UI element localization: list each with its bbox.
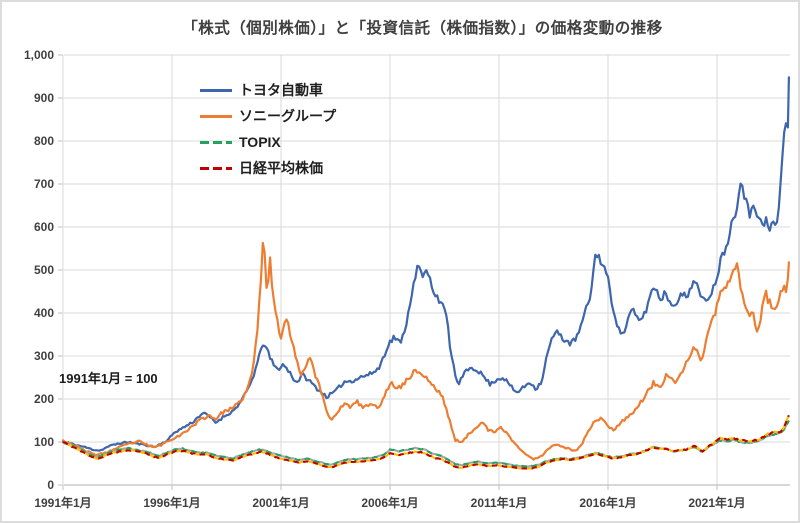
x-tick-label: 2011年1月	[470, 496, 528, 510]
y-tick-label: 800	[33, 134, 54, 148]
y-tick-label: 0	[47, 478, 54, 492]
legend-label-topix: TOPIX	[239, 134, 281, 150]
chart-legend: トヨタ自動車 ソニーグループ TOPIX 日経平均株価	[200, 77, 336, 181]
x-tick-label: 1996年1月	[143, 496, 201, 510]
x-tick-label: 1991年1月	[34, 496, 92, 510]
y-tick-label: 900	[33, 91, 54, 105]
y-tick-label: 600	[33, 220, 54, 234]
y-tick-label: 1,000	[23, 48, 54, 62]
y-tick-label: 100	[33, 435, 54, 449]
legend-label-nikkei: 日経平均株価	[239, 160, 323, 176]
y-tick-label: 700	[33, 177, 54, 191]
legend-swatch-topix	[200, 140, 232, 144]
legend-swatch-nikkei	[200, 166, 232, 170]
toyota-line	[61, 76, 791, 452]
chart-title: 「株式（個別株価）」と「投資信託（株価指数）」の価格変動の推移	[182, 20, 663, 37]
legend-item-topix: TOPIX	[200, 129, 336, 155]
x-tick-label: 2001年1月	[252, 496, 310, 510]
base-index-annotation: 1991年1月 = 100	[59, 371, 158, 386]
y-tick-label: 200	[33, 392, 54, 406]
legend-item-nikkei: 日経平均株価	[200, 155, 336, 181]
legend-label-toyota: トヨタ自動車	[239, 82, 323, 98]
legend-swatch-sony	[200, 114, 232, 118]
x-tick-label: 2006年1月	[361, 496, 419, 510]
y-tick-label: 500	[33, 263, 54, 277]
x-tick-label: 2016年1月	[579, 496, 637, 510]
y-tick-label: 300	[33, 349, 54, 363]
legend-label-sony: ソニーグループ	[239, 108, 337, 124]
sony-line	[61, 241, 791, 461]
nikkei-line-dash	[62, 414, 790, 470]
legend-swatch-toyota	[200, 88, 232, 92]
legend-item-sony: ソニーグループ	[200, 103, 336, 129]
legend-item-toyota: トヨタ自動車	[200, 77, 336, 103]
x-tick-label: 2021年1月	[688, 496, 746, 510]
y-tick-label: 400	[33, 306, 54, 320]
topix-line-dash	[62, 420, 790, 468]
